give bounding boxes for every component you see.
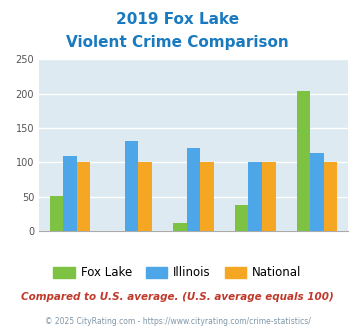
Text: Compared to U.S. average. (U.S. average equals 100): Compared to U.S. average. (U.S. average … (21, 292, 334, 302)
Bar (187, 148, 200, 231)
Bar (77, 162, 90, 231)
Bar (200, 162, 214, 231)
Bar (138, 162, 152, 231)
Bar (50, 196, 63, 231)
Bar (235, 205, 248, 231)
Bar (262, 162, 275, 231)
Bar (310, 153, 324, 231)
Bar (297, 91, 310, 231)
Text: Violent Crime Comparison: Violent Crime Comparison (66, 35, 289, 50)
Bar (125, 141, 138, 231)
Text: 2019 Fox Lake: 2019 Fox Lake (116, 12, 239, 26)
Legend: Fox Lake, Illinois, National: Fox Lake, Illinois, National (49, 262, 306, 284)
Text: © 2025 CityRating.com - https://www.cityrating.com/crime-statistics/: © 2025 CityRating.com - https://www.city… (45, 317, 310, 326)
Bar (173, 223, 187, 231)
Bar (248, 162, 262, 231)
Bar (324, 162, 337, 231)
Bar (63, 156, 77, 231)
